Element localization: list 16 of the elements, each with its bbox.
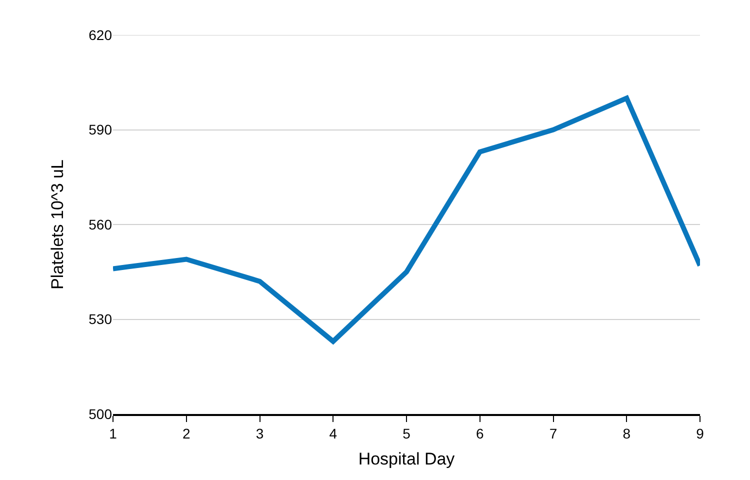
- y-tick-label: 560: [88, 216, 112, 232]
- y-tick-label: 620: [88, 26, 112, 43]
- x-tick-label: 9: [696, 426, 704, 442]
- y-axis-title: Platelets 10^3 uL: [48, 160, 68, 290]
- x-tick-label: 3: [256, 426, 264, 442]
- x-tick-label: 1: [109, 426, 118, 442]
- x-tick-label: 8: [622, 426, 631, 442]
- x-tick-label: 4: [329, 426, 338, 442]
- x-axis-title: Hospital Day: [358, 449, 456, 468]
- x-tick-label: 7: [549, 426, 558, 442]
- y-tick-label: 590: [88, 122, 112, 138]
- x-tick-label: 2: [182, 426, 190, 442]
- x-tick-label: 6: [476, 426, 484, 442]
- y-tick-label: 500: [88, 406, 112, 422]
- y-tick-label: 530: [88, 311, 112, 328]
- x-tick-label: 5: [402, 426, 411, 442]
